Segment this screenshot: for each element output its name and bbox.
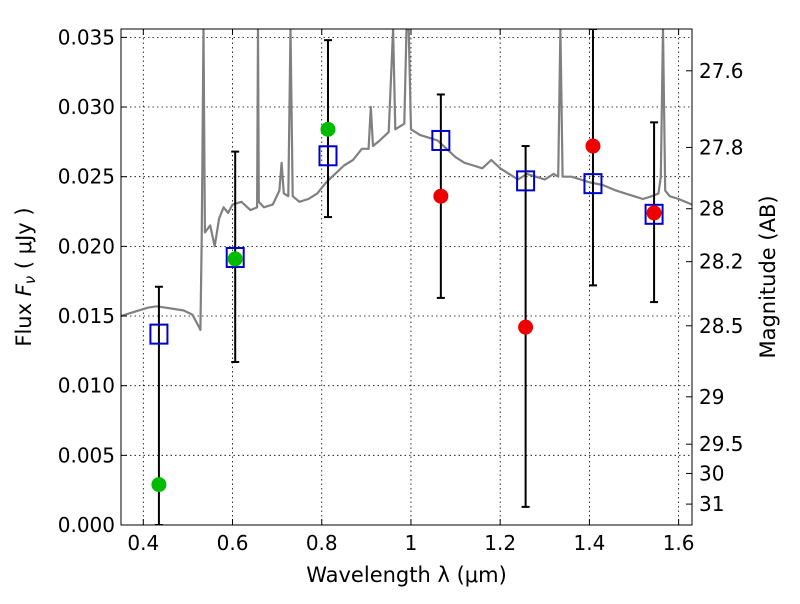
right-tick-label: 29.5 (699, 432, 744, 456)
red-data-point (518, 319, 534, 335)
right-tick-label: 27.6 (699, 59, 744, 83)
x-axis-label: Wavelength λ (μm) (306, 563, 507, 587)
right-tick-label: 28 (699, 197, 724, 221)
y-axis-label-symbol: F (12, 283, 36, 296)
plot-area (121, 29, 692, 525)
model-square-point (516, 170, 536, 192)
y-axis-label-prefix: Flux (12, 296, 36, 346)
grid-layer (121, 29, 692, 526)
plot-frame (120, 28, 693, 526)
red-data-point (433, 188, 449, 204)
model-square-point (318, 145, 338, 167)
spectrum-line (121, 29, 692, 331)
model-square-point (431, 129, 451, 151)
y-tick-label: 0.015 (58, 304, 115, 328)
y-tick-label: 0.005 (58, 443, 115, 467)
x-tick-label: 0.4 (127, 531, 159, 555)
y-tick-label: 0.025 (58, 165, 115, 189)
right-axis-label: Magnitude (AB) (756, 195, 780, 358)
right-tick-label: 31 (699, 492, 724, 516)
right-tick-label: 27.8 (699, 135, 744, 159)
right-tick-label: 30 (699, 461, 724, 485)
red-data-point (585, 138, 601, 154)
model-square-point (583, 173, 603, 195)
model-square-point (149, 323, 169, 345)
green-data-point (151, 477, 167, 493)
model-square-point (644, 203, 664, 225)
y-axis-label-subscript: ν (21, 276, 39, 284)
y-tick-label: 0.030 (58, 95, 115, 119)
y-axis-label-suffix: ( μJy ) (12, 207, 36, 275)
y-tick-label: 0.000 (58, 513, 115, 537)
x-tick-label: 0.6 (217, 531, 249, 555)
x-tick-label: 1.4 (573, 531, 605, 555)
tick-layer: 0.4 0.6 0.8 1 1.2 1.4 1.6 0.000 0.005 0.010 0.015 0… (58, 25, 744, 555)
x-tick-label: 1 (405, 531, 418, 555)
x-tick-label: 1.6 (663, 531, 695, 555)
y-axis-label: Flux Fν ( μJy ) (12, 207, 39, 346)
right-tick-label: 28.2 (699, 250, 744, 274)
green-data-point (320, 121, 336, 137)
green-data-point (227, 251, 243, 267)
right-tick-label: 29 (699, 385, 724, 409)
right-tick-label: 28.5 (699, 314, 744, 338)
y-tick-label: 0.020 (58, 234, 115, 258)
y-tick-label: 0.035 (58, 25, 115, 49)
model-square-point (225, 246, 245, 268)
x-tick-label: 0.8 (306, 531, 338, 555)
y-tick-label: 0.010 (58, 374, 115, 398)
x-tick-label: 1.2 (484, 531, 516, 555)
red-data-point (646, 205, 662, 221)
